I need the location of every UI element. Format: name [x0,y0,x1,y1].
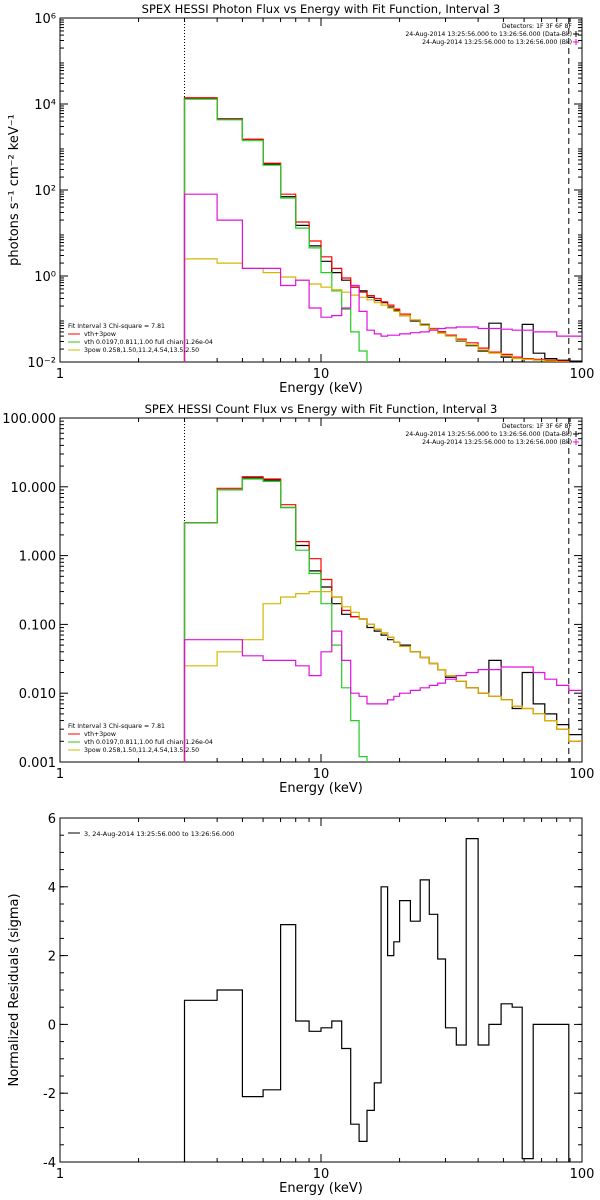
y-tick-label: 0.100 [19,618,56,633]
x-tick-label: 1 [56,367,64,382]
x-axis-label: Energy (keV) [279,381,363,396]
y-tick-label: 2 [48,950,56,965]
series-line-bk [183,630,582,762]
series-line-3-24-aug-2014-13-25-56-000-to-13-26-56-000 [183,838,570,1162]
legend-top-entry: 24-Aug-2014 13:25:56.000 to 13:26:56.000… [405,431,572,438]
chart-title: SPEX HESSI Photon Flux vs Energy with Fi… [142,2,501,16]
series-line-data-bk [183,477,582,762]
x-tick-label: 1 [56,767,64,782]
chart-panel-2: SPEX HESSI Count Flux vs Energy with Fit… [2,402,595,796]
y-tick-label: 4 [48,881,56,896]
y-tick-label: 0.001 [19,756,56,771]
y-tick-label: 10⁶ [34,12,56,27]
y-tick-label: -2 [43,1087,56,1102]
plot-area [183,476,582,762]
x-tick-label: 1 [56,1167,64,1182]
plot-area [183,838,570,1162]
legend-top-entry: Detectors: 1F 3F 6F 8F [502,423,573,430]
y-tick-label: 0.010 [19,687,56,702]
chart-title: SPEX HESSI Count Flux vs Energy with Fit… [145,402,498,416]
series-line-vth-3pow [183,476,582,762]
x-tick-label: 100 [570,1167,595,1182]
y-tick-label: -4 [43,1156,56,1171]
chart-panel-1: SPEX HESSI Photon Flux vs Energy with Fi… [7,2,594,396]
legend-bottom-entry: Fit Interval 3 Chi-square = 7.81 [68,323,165,330]
y-axis-label: Normalized Residuals (sigma) [7,893,22,1086]
legend-top-entry: 3, 24-Aug-2014 13:25:56.000 to 13:26:56.… [84,830,234,838]
y-tick-label: 6 [48,812,56,827]
plot-frame [59,817,583,1163]
x-axis-label: Energy (keV) [279,781,363,796]
y-tick-label: 10⁰ [34,270,56,285]
legend-top-entry: 24-Aug-2014 13:25:56.000 to 13:26:56.000… [422,39,572,46]
series-line-data-bk [183,97,582,362]
y-tick-label: 10² [34,184,56,199]
legend-bottom-entry: vth 0.0197,0.811,1.00 full chian 1.26e-0… [84,339,213,346]
legend-bottom-entry: vth+3pow [84,731,116,738]
y-axis-label: photons s⁻¹ cm⁻² keV⁻¹ [7,114,22,266]
x-tick-label: 100 [570,367,595,382]
series-line-vth [183,478,368,762]
series-line-vth [183,98,368,362]
legend-top-entry: 24-Aug-2014 13:25:56.000 to 13:26:56.000… [422,439,572,446]
x-tick-label: 10 [313,1167,330,1182]
legend-bottom-entry: vth 0.0197,0.811,1.00 full chian 1.26e-0… [84,739,213,746]
x-tick-label: 100 [570,767,595,782]
y-tick-label: 10⁻² [27,356,56,371]
series-line-3pow [183,591,582,762]
legend-bottom-entry: 3pow 0.258,1.50,11.2,4.54,13.5,2.50 [84,347,199,354]
y-tick-label: 0 [48,1018,56,1033]
plot-area [183,97,582,362]
x-tick-label: 10 [313,767,330,782]
y-tick-label: 10.000 [11,481,57,496]
legend-bottom-entry: Fit Interval 3 Chi-square = 7.81 [68,723,165,730]
series-line-bk [183,193,582,362]
x-axis-label: Energy (keV) [279,1181,363,1196]
y-tick-label: 100.000 [2,412,56,427]
chart-panel-3: 1 10 100 Energy (keV) -4 -2 0 2 4 6 Normalized Res… [7,812,594,1196]
y-tick-label: 1.000 [19,550,56,565]
legend-top-entry: 24-Aug-2014 13:25:56.000 to 13:26:56.000… [405,31,572,38]
legend-bottom-entry: vth+3pow [84,331,116,338]
x-tick-label: 10 [313,367,330,382]
legend-top-entry: Detectors: 1F 3F 6F 8F [502,23,573,30]
legend-bottom-entry: 3pow 0.258,1.50,11.2,4.54,13.5,2.50 [84,747,199,754]
y-tick-label: 10⁴ [34,98,56,113]
